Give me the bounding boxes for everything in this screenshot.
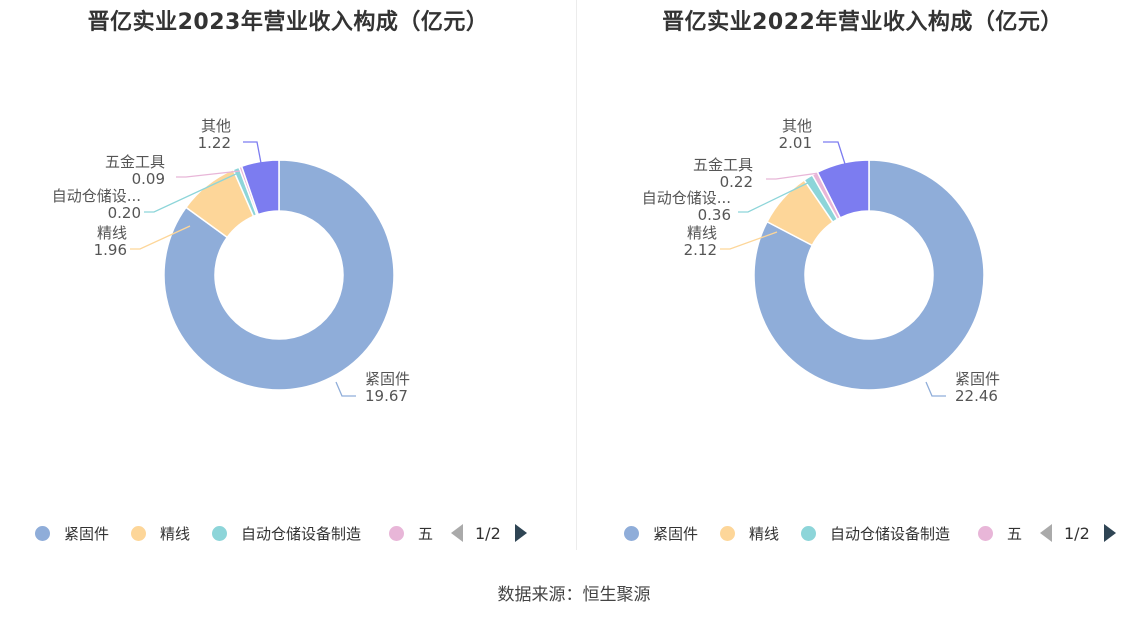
slice-label-value: 22.46: [955, 387, 998, 405]
label-leader-line: [130, 225, 191, 250]
triangle-left-icon[interactable]: [451, 524, 463, 542]
chart-title: 晋亿实业2023年营业收入构成（亿元）: [87, 10, 489, 35]
slice-label-name: 其他: [201, 117, 231, 135]
legend-item-warehouse[interactable]: 自动仓储设备制造: [212, 518, 361, 548]
panel-divider: [576, 0, 577, 550]
label-leader-line: [766, 171, 827, 180]
legend-pager: 1/2: [451, 518, 527, 548]
label-leader-line: [243, 141, 262, 164]
slice-label-value: 1.22: [198, 134, 231, 152]
legend-item-hardware[interactable]: 五: [389, 518, 433, 548]
slice-label-name: 自动仓储设...: [642, 189, 731, 207]
label-leader-line: [335, 381, 356, 397]
legend-dot-icon: [624, 525, 639, 541]
chart-title: 晋亿实业2022年营业收入构成（亿元）: [662, 10, 1063, 35]
slice-label-name: 五金工具: [693, 156, 753, 174]
slice-label-value: 0.09: [132, 170, 165, 188]
slice-label-name: 精线: [97, 224, 127, 242]
legend-pager: 1/2: [1040, 518, 1116, 548]
triangle-right-icon[interactable]: [514, 524, 527, 542]
legend-item-warehouse[interactable]: 自动仓储设备制造: [801, 518, 950, 548]
slice-label-name: 自动仓储设...: [52, 187, 141, 205]
legend-dot-icon: [131, 525, 146, 541]
slice-label-value: 19.67: [365, 387, 408, 405]
legend-dot-icon: [978, 525, 993, 541]
label-leader-line: [738, 177, 819, 213]
label-leader-line: [144, 172, 239, 213]
slice-label-name: 紧固件: [365, 370, 410, 388]
slice-label-name: 紧固件: [955, 370, 1000, 388]
triangle-right-icon[interactable]: [1103, 524, 1116, 542]
legend-item-hardware[interactable]: 五: [978, 518, 1022, 548]
donut-slice-5[interactable]: [240, 159, 280, 216]
label-leader-line: [823, 141, 846, 165]
slice-label-name: 精线: [687, 224, 717, 242]
label-leader-line: [720, 231, 778, 250]
legend-dot-icon: [801, 525, 816, 541]
legend-dot-icon: [389, 525, 404, 541]
chart-panel-2023: 晋亿实业2023年营业收入构成（亿元） 紧固件 19.67 精线 1.96 自动仓储设.…: [0, 0, 576, 550]
donut-slice-5[interactable]: [816, 159, 870, 219]
legend-item-wire[interactable]: 精线: [720, 518, 779, 548]
legend: 紧固件 精线 自动仓储设备制造 五 1/2: [577, 518, 1148, 548]
donut-slice-1[interactable]: [163, 159, 395, 391]
slice-label-value: 0.36: [698, 206, 731, 224]
legend: 紧固件 精线 自动仓储设备制造 五 1/2: [0, 518, 576, 548]
data-source: 数据来源：恒生聚源: [497, 585, 651, 605]
slice-label-value: 2.01: [779, 134, 812, 152]
triangle-left-icon[interactable]: [1040, 524, 1052, 542]
legend-item-fasteners[interactable]: 紧固件: [35, 518, 109, 548]
slice-label-value: 1.96: [94, 241, 127, 259]
slice-label-value: 0.20: [108, 204, 141, 222]
slice-label-value: 2.12: [684, 241, 717, 259]
slice-label-name: 其他: [782, 117, 812, 135]
label-leader-line: [925, 381, 946, 397]
legend-item-wire[interactable]: 精线: [131, 518, 190, 548]
slice-label-name: 五金工具: [105, 153, 165, 171]
label-leader-line: [176, 170, 241, 178]
slice-label-value: 0.22: [720, 173, 753, 191]
chart-panel-2022: 晋亿实业2022年营业收入构成（亿元） 紧固件 22.46 精线 2.12 自动仓储设.…: [577, 0, 1148, 550]
donut-slice-1[interactable]: [753, 159, 985, 391]
legend-dot-icon: [720, 525, 735, 541]
legend-dot-icon: [35, 525, 50, 541]
legend-dot-icon: [212, 525, 227, 541]
legend-item-fasteners[interactable]: 紧固件: [624, 518, 698, 548]
